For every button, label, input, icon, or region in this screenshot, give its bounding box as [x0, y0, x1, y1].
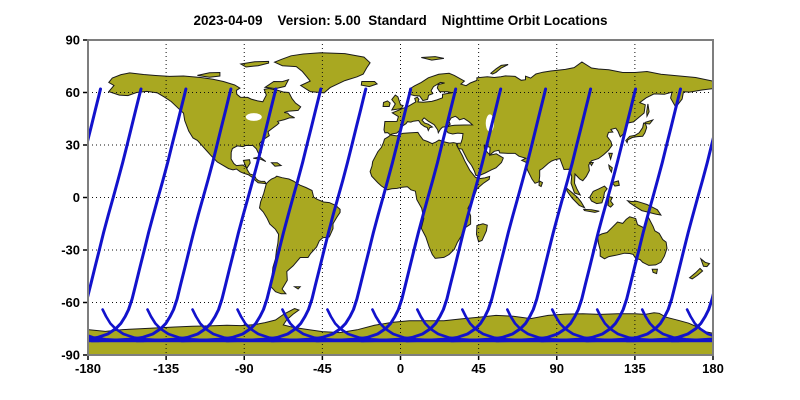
landmass-new-guinea — [626, 199, 662, 216]
x-tick-label: 45 — [471, 361, 485, 376]
x-tick-label: 135 — [624, 361, 646, 376]
orbit-track-1 — [625, 289, 713, 343]
landmass-nz-south — [688, 267, 704, 280]
landmass-taiwan — [608, 152, 613, 161]
orbit-track-14 — [585, 133, 713, 343]
orbit-track-3 — [717, 89, 800, 341]
y-tick-label: -90 — [61, 348, 80, 363]
orbit-track-tail-11 — [0, 310, 9, 341]
landmass-south-america — [258, 175, 341, 295]
orbit-track-3 — [90, 87, 233, 343]
landmass-svalbard — [421, 56, 445, 61]
figure-title: 2023-04-09 Version: 5.00 Standard Nightt… — [193, 13, 608, 28]
orbit-track-4 — [135, 87, 278, 343]
landmass-hainan — [588, 162, 595, 167]
landmass-java — [582, 208, 600, 213]
y-tick-label: -60 — [61, 295, 80, 310]
landmass-great-britain — [390, 94, 404, 111]
orbit-track-11 — [450, 87, 593, 343]
landmass-ireland — [382, 100, 391, 107]
landmass-sri-lanka — [538, 180, 544, 188]
y-tick-label: 0 — [73, 190, 80, 205]
orbit-track-5 — [180, 87, 323, 343]
landmass-north-america — [107, 72, 302, 185]
landmass-nz-north — [699, 257, 711, 268]
landmass-madagascar — [475, 223, 488, 243]
orbit-track-tail-14 — [685, 308, 713, 338]
landmass-sulawesi — [607, 195, 614, 208]
orbit-track-tail-2 — [773, 310, 800, 341]
orbit-track-13 — [0, 89, 56, 341]
plot-frame — [87, 39, 714, 356]
orbit-track-10 — [405, 87, 548, 343]
landmass-japan-honshu — [625, 122, 648, 144]
x-tick-label: -45 — [313, 361, 332, 376]
orbit-turnaround-band — [88, 338, 713, 343]
y-tick-label: 90 — [66, 33, 80, 48]
orbit-track-13 — [540, 87, 682, 343]
x-tick-label: 90 — [550, 361, 564, 376]
landmass-australia — [596, 215, 668, 266]
orbit-track-8 — [315, 87, 458, 343]
orbit-track-tail-1 — [728, 310, 800, 341]
landmass-iceland — [360, 81, 379, 88]
plot-area — [0, 40, 800, 355]
landmass-victoria-island — [197, 71, 221, 78]
orbit-track-6 — [225, 87, 368, 343]
landmass-luzon — [608, 163, 613, 174]
x-tick-label: -90 — [235, 361, 254, 376]
orbit-track-2 — [88, 87, 188, 341]
y-tick-label: 60 — [66, 85, 80, 100]
orbit-track-tail-12 — [0, 310, 54, 341]
landmass-eurafrasia — [369, 61, 713, 259]
landmass-mindanao — [611, 180, 620, 187]
y-tick-label: 30 — [66, 138, 80, 153]
x-tick-label: 180 — [702, 361, 724, 376]
orbit-track-tail-13 — [88, 339, 101, 343]
x-tick-label: 0 — [397, 361, 404, 376]
orbit-track-12 — [0, 89, 11, 341]
y-tick-label: -30 — [61, 243, 80, 258]
orbit-track-1 — [88, 87, 143, 302]
landmass-sumatra — [565, 186, 586, 209]
orbit-track-7 — [270, 87, 413, 343]
orbit-track-12 — [495, 87, 638, 343]
x-tick-label: -135 — [153, 361, 179, 376]
landmass-sakhalin — [646, 103, 650, 118]
landmass-novaya-zemlya — [489, 64, 509, 75]
landmass-hispaniola — [270, 162, 283, 167]
orbit-track-9 — [360, 87, 503, 343]
orbit-track-4 — [762, 89, 800, 341]
inland-water-1 — [245, 113, 262, 121]
landmass-borneo — [589, 185, 608, 205]
x-tick-label: -180 — [75, 361, 101, 376]
landmass-japan-hokkaido — [644, 119, 655, 125]
landmass-ellesmere-island — [239, 60, 270, 68]
landmass-falklands — [292, 286, 302, 290]
landmass-tasmania — [651, 268, 659, 275]
